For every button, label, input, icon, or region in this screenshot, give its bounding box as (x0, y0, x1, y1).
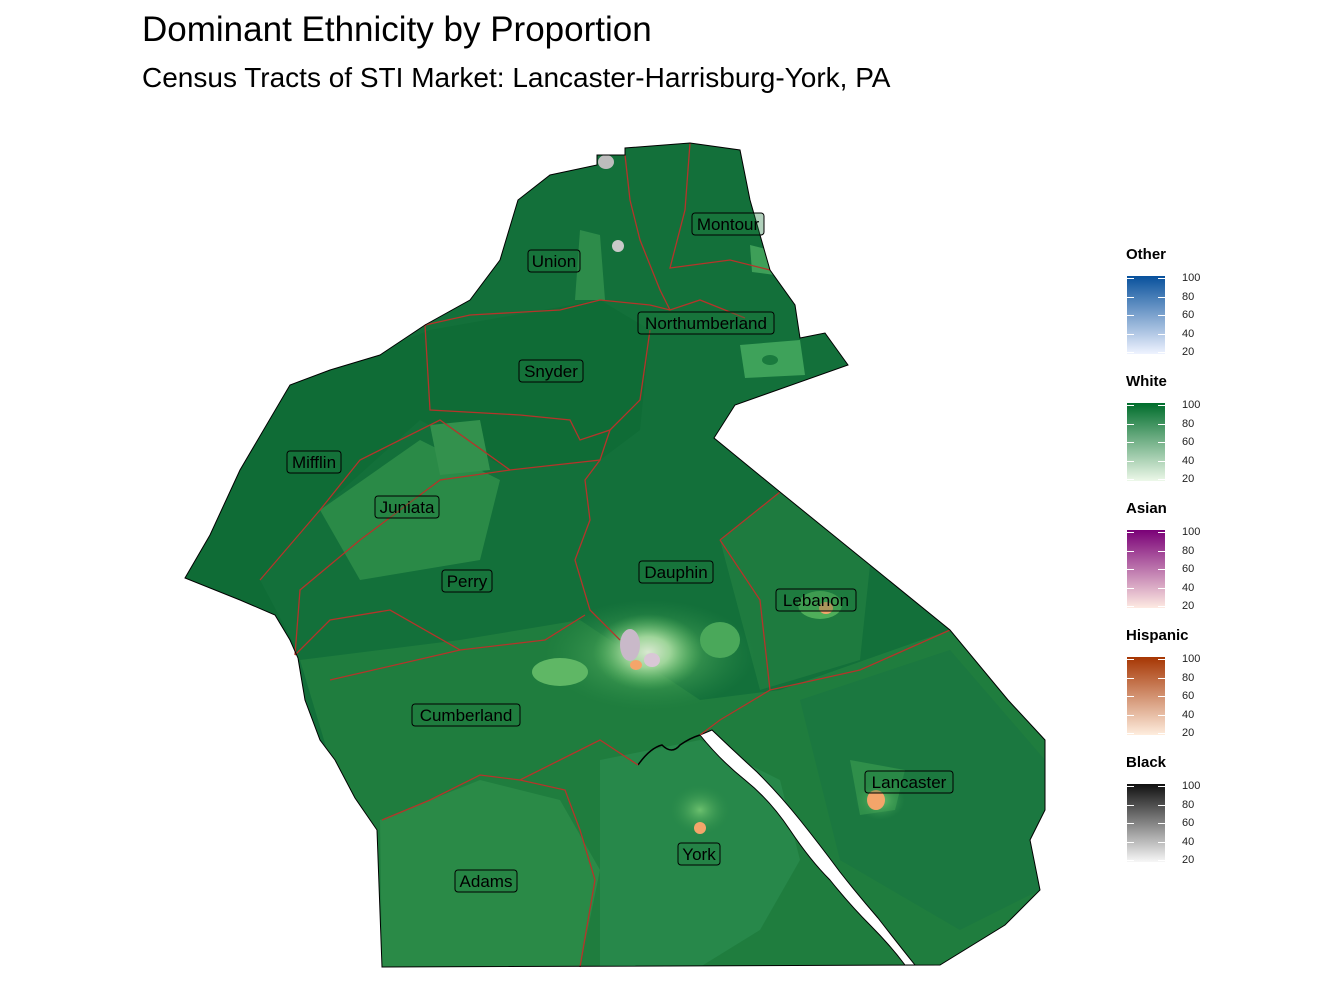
legend-tick-label: 60 (1182, 436, 1195, 448)
county-label-northumberland: Northumberland (637, 311, 775, 335)
legend-tick-label: 40 (1182, 708, 1195, 721)
map-title: Dominant Ethnicity by Proportion (142, 10, 652, 49)
legend-tick-label: 20 (1182, 854, 1195, 866)
svg-text:Dauphin: Dauphin (644, 563, 707, 582)
svg-text:Snyder: Snyder (524, 362, 578, 381)
legend: Other 100 80 60 40 20 White 100 80 60 40 20 Asia… (1126, 244, 1236, 879)
legend-tick-label: 80 (1182, 671, 1195, 684)
legend-tick-label: 20 (1182, 473, 1195, 485)
legend-other: Other 100 80 60 40 20 (1126, 244, 1236, 371)
county-label-juniata: Juniata (374, 495, 440, 519)
legend-tick-label: 40 (1182, 835, 1195, 848)
legend-tick-label: 40 (1182, 327, 1195, 340)
legend-tick-label: 60 (1182, 690, 1195, 702)
legend-tick-label: 100 (1182, 526, 1201, 538)
legend-tick-label: 60 (1182, 563, 1195, 575)
legend-tick-label: 80 (1182, 798, 1195, 811)
county-label-lancaster: Lancaster (864, 770, 954, 794)
county-borders (259, 142, 951, 968)
legend-tick-label: 100 (1182, 272, 1201, 284)
legend-title-white: White (1126, 373, 1167, 390)
county-label-union: Union (527, 249, 581, 273)
legend-title-asian: Asian (1126, 500, 1167, 517)
legend-tick-label: 100 (1182, 399, 1201, 411)
choropleth-map: Montour Union Northumberland Snyder Miff… (184, 142, 1046, 968)
county-label-perry: Perry (441, 569, 493, 593)
svg-text:Juniata: Juniata (380, 498, 435, 517)
county-label-mifflin: Mifflin (286, 450, 342, 474)
county-label-montour: Montour (691, 212, 765, 236)
county-label-snyder: Snyder (518, 359, 584, 383)
svg-text:Cumberland: Cumberland (420, 706, 513, 725)
legend-tick-label: 40 (1182, 581, 1195, 594)
svg-text:Adams: Adams (460, 872, 513, 891)
legend-tick-label: 60 (1182, 309, 1195, 321)
svg-text:York: York (682, 845, 716, 864)
svg-text:Lebanon: Lebanon (783, 591, 849, 610)
svg-text:Mifflin: Mifflin (292, 453, 336, 472)
county-label-cumberland: Cumberland (411, 703, 521, 727)
tract-fills (185, 155, 1045, 967)
legend-tick-label: 60 (1182, 817, 1195, 829)
county-label-york: York (677, 842, 721, 866)
legend-hispanic: Hispanic 100 80 60 40 20 (1126, 625, 1236, 752)
svg-text:Lancaster: Lancaster (872, 773, 947, 792)
legend-white: White 100 80 60 40 20 (1126, 371, 1236, 498)
county-label-dauphin: Dauphin (638, 560, 714, 584)
legend-tick-label: 80 (1182, 544, 1195, 557)
legend-black: Black 100 80 60 40 20 (1126, 752, 1236, 879)
map-subtitle: Census Tracts of STI Market: Lancaster-H… (142, 62, 891, 93)
legend-title-black: Black (1126, 754, 1167, 771)
svg-text:Perry: Perry (447, 572, 488, 591)
legend-tick-label: 100 (1182, 653, 1201, 665)
svg-text:Union: Union (532, 252, 576, 271)
legend-tick-label: 80 (1182, 290, 1195, 303)
svg-text:Montour: Montour (697, 215, 760, 234)
county-label-adams: Adams (454, 869, 518, 893)
county-label-lebanon: Lebanon (775, 588, 857, 612)
legend-tick-label: 80 (1182, 417, 1195, 430)
svg-text:Northumberland: Northumberland (645, 314, 767, 333)
legend-title-other: Other (1126, 246, 1167, 263)
legend-tick-label: 20 (1182, 346, 1195, 358)
legend-tick-label: 20 (1182, 600, 1195, 612)
river-west-bank (637, 734, 701, 766)
legend-tick-label: 100 (1182, 780, 1201, 792)
legend-tick-label: 20 (1182, 727, 1195, 739)
legend-asian: Asian 100 80 60 40 20 (1126, 498, 1236, 625)
legend-title-hispanic: Hispanic (1126, 627, 1189, 644)
legend-tick-label: 40 (1182, 454, 1195, 467)
